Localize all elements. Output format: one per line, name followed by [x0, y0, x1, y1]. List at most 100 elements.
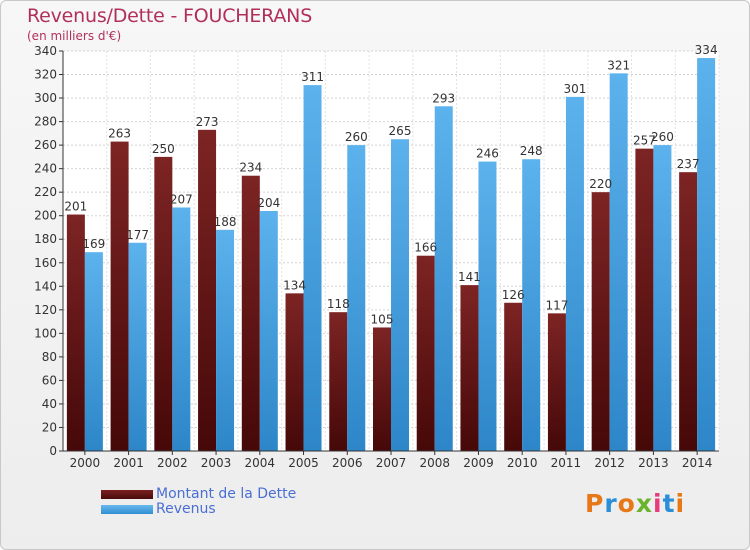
bar-revenue — [172, 207, 191, 451]
bar-debt — [547, 313, 566, 451]
x-tick-label: 2000 — [70, 456, 101, 470]
x-tick-label: 2014 — [682, 456, 713, 470]
bar-debt — [66, 214, 85, 451]
bar-revenue — [522, 159, 541, 451]
bar-revenue — [434, 106, 453, 451]
data-label-debt: 134 — [283, 278, 306, 292]
data-label-revenue: 246 — [476, 147, 499, 161]
data-label-revenue: 265 — [389, 124, 412, 138]
y-tick-label: 320 — [34, 68, 57, 82]
x-tick-label: 2012 — [594, 456, 625, 470]
legend-swatch-revenue — [101, 505, 153, 514]
logo-letter: i — [653, 489, 663, 518]
data-label-revenue: 207 — [170, 192, 193, 206]
y-tick-label: 220 — [34, 185, 57, 199]
data-label-debt: 250 — [152, 142, 175, 156]
data-label-debt: 118 — [327, 297, 350, 311]
bar-revenue — [565, 96, 584, 451]
data-label-debt: 237 — [677, 157, 700, 171]
data-label-revenue: 188 — [214, 215, 237, 229]
legend-label-debt: Montant de la Dette — [156, 486, 297, 502]
logo-letter: o — [617, 489, 636, 518]
x-tick-label: 2002 — [157, 456, 188, 470]
data-label-revenue: 293 — [432, 91, 455, 105]
y-tick-label: 280 — [34, 115, 57, 129]
x-tick-label: 2003 — [201, 456, 232, 470]
y-tick-label: 200 — [34, 209, 57, 223]
chart-subtitle: (en milliers d'€) — [27, 29, 122, 43]
x-tick-label: 2006 — [332, 456, 363, 470]
data-label-revenue: 169 — [82, 237, 105, 251]
data-label-revenue: 334 — [695, 43, 718, 57]
data-label-debt: 263 — [108, 127, 131, 141]
x-tick-label: 2007 — [376, 456, 407, 470]
y-tick-label: 20 — [42, 420, 57, 434]
x-tick-label: 2011 — [551, 456, 582, 470]
data-label-revenue: 301 — [563, 82, 586, 96]
x-tick-label: 2004 — [245, 456, 276, 470]
bar-revenue — [697, 58, 716, 451]
x-tick-label: 2005 — [288, 456, 319, 470]
bar-debt — [329, 312, 348, 451]
bar-debt — [416, 255, 435, 451]
bar-debt — [635, 148, 654, 451]
data-label-debt: 220 — [589, 177, 612, 191]
x-tick-label: 2008 — [419, 456, 450, 470]
bar-debt — [679, 172, 698, 452]
data-label-debt: 234 — [239, 161, 262, 175]
y-tick-label: 240 — [34, 162, 57, 176]
y-tick-label: 160 — [34, 256, 57, 270]
proxiti-logo: Proxiti — [585, 489, 685, 518]
data-label-debt: 141 — [458, 270, 481, 284]
x-tick-label: 2013 — [638, 456, 669, 470]
data-label-revenue: 321 — [607, 58, 630, 72]
bar-debt — [504, 302, 523, 451]
data-label-debt: 117 — [545, 298, 568, 312]
bar-revenue — [391, 139, 409, 451]
data-label-revenue: 248 — [520, 144, 543, 158]
bar-revenue — [128, 242, 147, 451]
y-tick-label: 60 — [42, 373, 57, 387]
y-tick-label: 40 — [42, 397, 57, 411]
bar-debt — [110, 141, 129, 451]
bar-debt — [198, 129, 217, 451]
x-tick-label: 2001 — [113, 456, 144, 470]
data-label-debt: 126 — [502, 288, 525, 302]
data-label-revenue: 260 — [651, 130, 674, 144]
legend-swatch-debt — [101, 490, 153, 499]
bar-debt — [241, 175, 260, 452]
bar-revenue — [216, 229, 235, 451]
bar-debt — [373, 327, 391, 451]
data-label-debt: 257 — [633, 134, 656, 148]
bar-revenue — [478, 161, 497, 451]
data-label-debt: 166 — [414, 241, 437, 255]
y-tick-label: 260 — [34, 138, 57, 152]
x-tick-label: 2010 — [507, 456, 538, 470]
logo-letter: P — [585, 489, 605, 518]
y-tick-label: 100 — [34, 326, 57, 340]
data-label-revenue: 311 — [301, 70, 324, 84]
bar-debt — [285, 293, 304, 451]
y-tick-label: 140 — [34, 279, 57, 293]
data-label-debt: 105 — [371, 312, 394, 326]
bar-revenue — [347, 145, 366, 451]
logo-letter: r — [604, 489, 618, 518]
data-label-debt: 273 — [196, 115, 219, 129]
logo-letter: t — [662, 489, 676, 518]
logo-letter: i — [675, 489, 686, 518]
data-label-revenue: 260 — [345, 130, 368, 144]
y-tick-label: 300 — [34, 91, 57, 105]
data-label-revenue: 204 — [257, 196, 280, 210]
chart-title: Revenus/Dette - FOUCHERANS — [27, 5, 313, 27]
y-tick-label: 80 — [42, 350, 57, 364]
y-tick-label: 120 — [34, 303, 57, 317]
bar-revenue — [653, 145, 672, 451]
x-tick-label: 2009 — [463, 456, 494, 470]
bar-debt — [154, 156, 173, 451]
data-label-debt: 201 — [64, 200, 87, 214]
bar-revenue — [609, 73, 628, 452]
y-tick-label: 340 — [34, 44, 57, 58]
bar-debt — [591, 192, 610, 452]
